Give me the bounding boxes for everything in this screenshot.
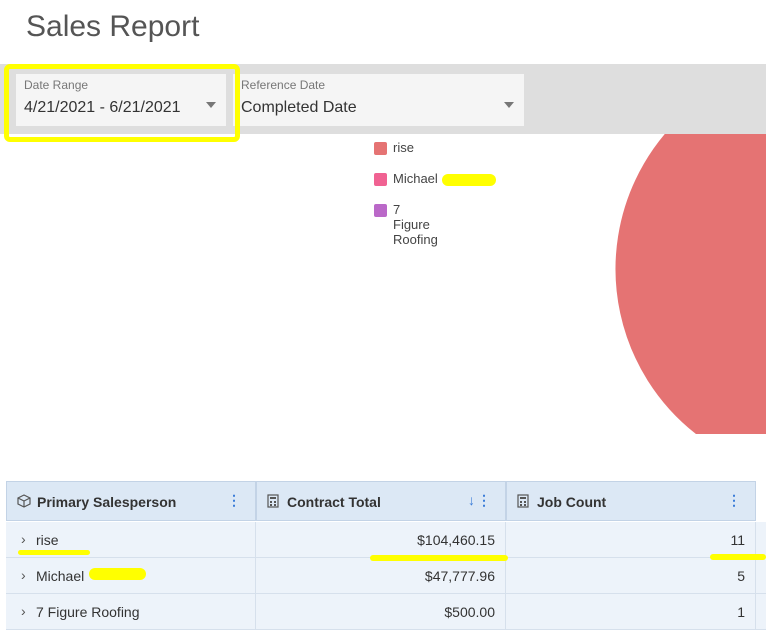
legend-label: Michael bbox=[393, 171, 438, 186]
chevron-right-icon[interactable]: › bbox=[21, 531, 26, 547]
job-count-cell: 1 bbox=[506, 594, 756, 629]
column-header-job-count[interactable]: Job Count ⋮ bbox=[506, 481, 756, 521]
chevron-right-icon[interactable]: › bbox=[21, 567, 26, 583]
job-count-cell: 11 bbox=[506, 522, 756, 557]
pie-slice-rise[interactable] bbox=[614, 134, 766, 434]
table-row[interactable]: › 7 Figure Roofing $500.00 1 bbox=[6, 594, 766, 630]
job-count-value: 11 bbox=[730, 532, 745, 548]
column-menu-icon[interactable]: ⋮ bbox=[227, 492, 241, 508]
page-title: Sales Report bbox=[26, 10, 200, 43]
date-range-filter[interactable]: Date Range 4/21/2021 - 6/21/2021 bbox=[16, 74, 226, 126]
column-header-contract-total[interactable]: Contract Total ↓ ⋮ bbox=[256, 481, 506, 521]
legend-swatch bbox=[374, 173, 387, 186]
highlight-scribble bbox=[442, 174, 496, 186]
contract-total-cell: $500.00 bbox=[256, 594, 506, 629]
contract-total-value: $47,777.96 bbox=[424, 568, 495, 584]
salesperson-name: Michael bbox=[36, 568, 85, 584]
job-count-value: 1 bbox=[737, 604, 745, 620]
reference-date-value: Completed Date bbox=[241, 99, 357, 116]
contract-total-cell: $104,460.15 bbox=[256, 522, 506, 557]
column-menu-icon[interactable]: ⋮ bbox=[727, 492, 741, 508]
legend-label: rise bbox=[393, 140, 414, 155]
legend-swatch bbox=[374, 142, 387, 155]
calculator-icon bbox=[517, 494, 529, 511]
table-row[interactable]: › rise $104,460.15 11 bbox=[6, 522, 766, 558]
contract-total-value: $104,460.15 bbox=[417, 532, 495, 548]
highlight-box bbox=[4, 64, 240, 142]
chevron-down-icon bbox=[206, 102, 216, 108]
column-header-label: Job Count bbox=[537, 494, 607, 510]
salesperson-name: 7 Figure Roofing bbox=[36, 604, 140, 620]
chevron-down-icon bbox=[504, 102, 514, 108]
pie-chart bbox=[614, 134, 766, 434]
table-row[interactable]: › Michael $47,777.96 5 bbox=[6, 558, 766, 594]
legend-label: 7 Figure Roofing bbox=[393, 202, 438, 247]
highlight-underline bbox=[370, 555, 508, 561]
date-range-value: 4/21/2021 - 6/21/2021 bbox=[24, 99, 181, 116]
contract-total-cell: $47,777.96 bbox=[256, 558, 506, 593]
legend-swatch bbox=[374, 204, 387, 217]
column-menu-icon[interactable]: ⋮ bbox=[477, 492, 491, 508]
column-header-label: Primary Salesperson bbox=[37, 494, 177, 510]
highlight-underline bbox=[18, 550, 90, 555]
chevron-right-icon[interactable]: › bbox=[21, 603, 26, 619]
highlight-underline bbox=[710, 554, 766, 560]
sort-descending-icon[interactable]: ↓ bbox=[468, 492, 475, 508]
date-range-label: Date Range bbox=[24, 78, 89, 92]
job-count-cell: 5 bbox=[506, 558, 756, 593]
highlight-scribble bbox=[89, 568, 146, 580]
calculator-icon bbox=[267, 494, 279, 511]
reference-date-filter[interactable]: Reference Date Completed Date bbox=[233, 74, 524, 126]
reference-date-label: Reference Date bbox=[241, 78, 326, 92]
salesperson-name: rise bbox=[36, 532, 59, 548]
salesperson-cell: › 7 Figure Roofing bbox=[6, 594, 256, 629]
column-header-primary-salesperson[interactable]: Primary Salesperson ⋮ bbox=[6, 481, 256, 521]
column-header-label: Contract Total bbox=[287, 494, 381, 510]
job-count-value: 5 bbox=[737, 568, 745, 584]
salesperson-cell: › rise bbox=[6, 522, 256, 557]
filter-bar: Date Range 4/21/2021 - 6/21/2021 Referen… bbox=[0, 64, 766, 134]
salesperson-cell: › Michael bbox=[6, 558, 256, 593]
contract-total-value: $500.00 bbox=[444, 604, 495, 620]
cube-icon bbox=[17, 494, 31, 511]
